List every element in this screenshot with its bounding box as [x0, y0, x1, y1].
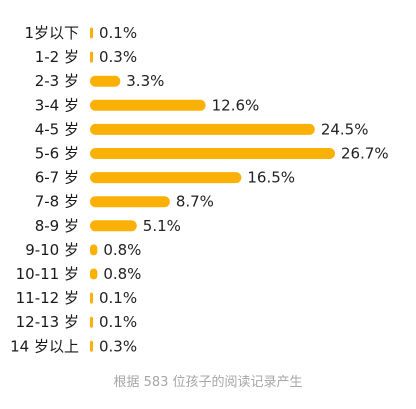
value-label: 0.1%: [99, 289, 137, 307]
category-label: 6-7 岁: [35, 169, 79, 187]
category-label: 12-13 岁: [16, 313, 79, 331]
category-label: 1岁以下: [24, 24, 79, 42]
category-label: 5-6 岁: [35, 145, 79, 163]
bar: [90, 123, 315, 135]
bar: [90, 27, 93, 39]
bars: [90, 27, 335, 352]
bar: [90, 99, 206, 111]
bar: [90, 220, 137, 232]
value-label: 0.3%: [99, 337, 137, 355]
category-labels: 1岁以下 1-2 岁 2-3 岁 3-4 岁 4-5 岁 5-6 岁 6-7 岁 7-8 岁 8…: [10, 24, 79, 355]
bar: [90, 51, 93, 63]
category-label: 1-2 岁: [35, 48, 79, 66]
bar: [90, 340, 93, 352]
bar: [90, 172, 242, 184]
value-label: 0.1%: [99, 24, 137, 42]
chart-caption: 根据 583 位孩子的阅读记录产生: [113, 374, 302, 390]
value-label: 0.8%: [103, 265, 141, 283]
value-label: 12.6%: [212, 96, 260, 114]
value-label: 0.1%: [99, 313, 137, 331]
category-label: 8-9 岁: [35, 217, 79, 235]
value-label: 16.5%: [247, 169, 295, 187]
bar: [90, 148, 335, 159]
category-label: 14 岁以上: [10, 337, 79, 355]
category-label: 7-8 岁: [35, 193, 79, 211]
bar: [90, 292, 93, 304]
category-label: 2-3 岁: [35, 72, 79, 90]
category-label: 10-11 岁: [16, 265, 79, 283]
bar: [90, 244, 98, 256]
value-label: 26.7%: [341, 145, 389, 163]
value-label: 8.7%: [176, 193, 214, 211]
bar: [90, 196, 170, 208]
value-labels: 0.1% 0.3% 3.3% 12.6% 24.5% 26.7% 16.5% 8.7% 5.1%…: [99, 24, 389, 355]
value-label: 5.1%: [143, 217, 181, 235]
bar: [90, 316, 93, 328]
bar: [90, 268, 98, 280]
category-label: 9-10 岁: [25, 241, 79, 259]
bar: [90, 75, 121, 87]
category-label: 3-4 岁: [35, 96, 79, 114]
category-label: 11-12 岁: [16, 289, 79, 307]
category-label: 4-5 岁: [35, 120, 79, 138]
value-label: 24.5%: [321, 120, 369, 138]
value-label: 3.3%: [126, 72, 164, 90]
value-label: 0.3%: [99, 48, 137, 66]
value-label: 0.8%: [103, 241, 141, 259]
